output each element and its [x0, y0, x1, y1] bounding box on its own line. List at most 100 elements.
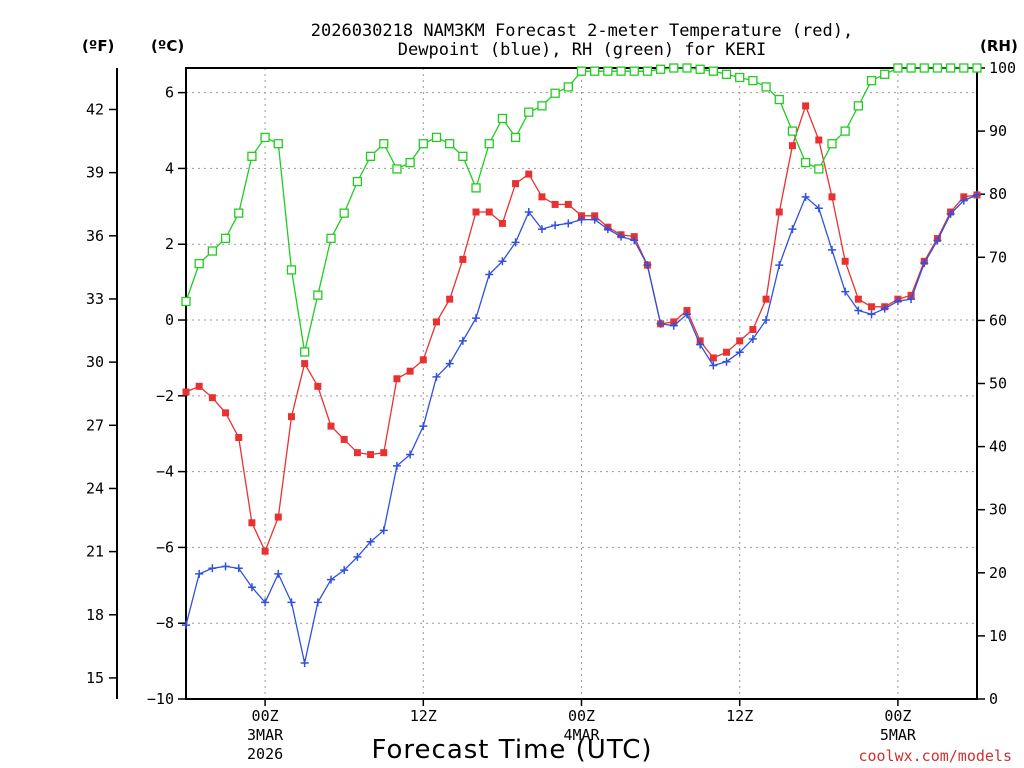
fahrenheit-tick-label: 18	[86, 606, 104, 624]
rh-point	[497, 113, 508, 124]
temperature-point	[195, 382, 203, 390]
temperature-point	[551, 200, 559, 208]
rh-point	[260, 132, 270, 143]
temperature-point	[182, 388, 190, 396]
fahrenheit-tick-label: 30	[86, 353, 104, 371]
x-tick-date: 5MAR	[880, 726, 917, 744]
source-credit: coolwx.com/models	[858, 747, 1012, 765]
dewpoint-point	[511, 238, 520, 247]
dewpoint-point	[537, 225, 546, 234]
temperature-point	[538, 193, 546, 201]
temperature-point	[775, 208, 783, 216]
dewpoint-point	[564, 219, 573, 228]
rh-point	[893, 63, 903, 73]
dewpoint-point	[973, 190, 981, 199]
temperature-point	[380, 449, 388, 457]
dewpoint-point	[419, 422, 428, 431]
dewpoint-point	[379, 526, 388, 535]
temperature-point	[512, 180, 520, 188]
rh-tick-label: 60	[989, 311, 1007, 329]
x-tick-label: 00Z	[884, 707, 911, 725]
rh-tick-label: 100	[989, 59, 1016, 77]
rh-point	[880, 69, 890, 79]
rh-point	[234, 208, 244, 218]
dewpoint-point	[182, 621, 190, 630]
rh-point	[669, 63, 679, 73]
fahrenheit-tick-label: 24	[86, 479, 104, 497]
x-tick-label: 12Z	[410, 707, 437, 725]
dewpoint-point	[880, 304, 889, 313]
rh-point	[510, 132, 521, 143]
dewpoint-point	[814, 204, 823, 213]
rh-point	[247, 151, 257, 161]
rh-tick-label: 20	[989, 564, 1007, 582]
x-tick-label: 12Z	[726, 707, 753, 725]
temperature-point	[564, 200, 572, 208]
temperature-point	[274, 513, 282, 521]
rh-point	[273, 139, 283, 149]
dewpoint-point	[208, 564, 217, 573]
dewpoint-point	[920, 259, 929, 268]
dewpoint-point	[630, 236, 639, 245]
temperature-point	[432, 318, 440, 326]
dewpoint-point	[709, 361, 718, 370]
temperature-point	[340, 435, 348, 443]
temperature-line	[185, 103, 978, 553]
x-tick-date: 3MAR	[247, 726, 284, 744]
dewpoint-point	[274, 569, 283, 578]
rh-point	[537, 101, 547, 111]
rh-point	[313, 290, 323, 300]
dewpoint-point	[445, 359, 454, 368]
rh-point	[445, 139, 455, 149]
temperature-point	[314, 382, 322, 390]
temperature-point	[802, 102, 810, 110]
rh-point	[919, 63, 929, 73]
rh-point	[590, 66, 600, 76]
x-tick-label: 00Z	[568, 707, 595, 725]
fahrenheit-tick-label: 15	[86, 669, 104, 687]
dewpoint-point	[498, 257, 507, 266]
temperature-point	[406, 367, 414, 375]
dewpoint-point	[551, 221, 560, 230]
rh-point	[787, 126, 798, 136]
dewpoint-point	[406, 450, 415, 459]
rh-point	[299, 347, 310, 357]
rh-point	[524, 107, 534, 117]
series-dewpoint	[182, 190, 981, 667]
temperature-point	[525, 170, 533, 178]
temperature-point	[709, 354, 717, 362]
celsius-tick-label: −8	[156, 614, 174, 632]
plot-frame	[185, 67, 978, 700]
dewpoint-point	[735, 348, 744, 357]
dewpoint-point	[472, 314, 481, 323]
temperature-point	[854, 295, 862, 303]
rh-point	[814, 164, 824, 174]
dewpoint-point	[762, 316, 771, 325]
rh-point	[748, 75, 758, 86]
fahrenheit-tick-label: 36	[86, 227, 104, 245]
chart-title-line1: 2026030218 NAM3KM Forecast 2-meter Tempe…	[311, 21, 853, 41]
grid-lines	[186, 68, 977, 699]
rh-point	[840, 126, 850, 136]
rh-point	[708, 66, 718, 76]
chart-title-line2: Dewpoint (blue), RH (green) for KERI	[398, 40, 766, 60]
rh-point	[655, 64, 666, 74]
rh-point	[616, 66, 626, 76]
dewpoint-point	[788, 225, 797, 234]
rh-tick-label: 70	[989, 248, 1007, 266]
temperature-point	[393, 375, 401, 383]
dewpoint-point	[458, 336, 467, 345]
dewpoint-point	[234, 564, 243, 573]
temperature-point	[815, 136, 823, 144]
rh-point	[458, 151, 468, 161]
rh-point	[866, 75, 877, 86]
rh-point	[642, 66, 653, 76]
dewpoint-point	[485, 270, 494, 279]
rh-tick-label: 50	[989, 375, 1007, 393]
rh-unit-label: (RH)	[980, 37, 1018, 55]
dewpoint-point	[432, 372, 441, 381]
dewpoint-point	[327, 575, 336, 584]
x-axis-title: Forecast Time (UTC)	[371, 735, 652, 765]
fahrenheit-unit-label: (ºF)	[82, 37, 114, 55]
temperature-point	[367, 451, 375, 459]
